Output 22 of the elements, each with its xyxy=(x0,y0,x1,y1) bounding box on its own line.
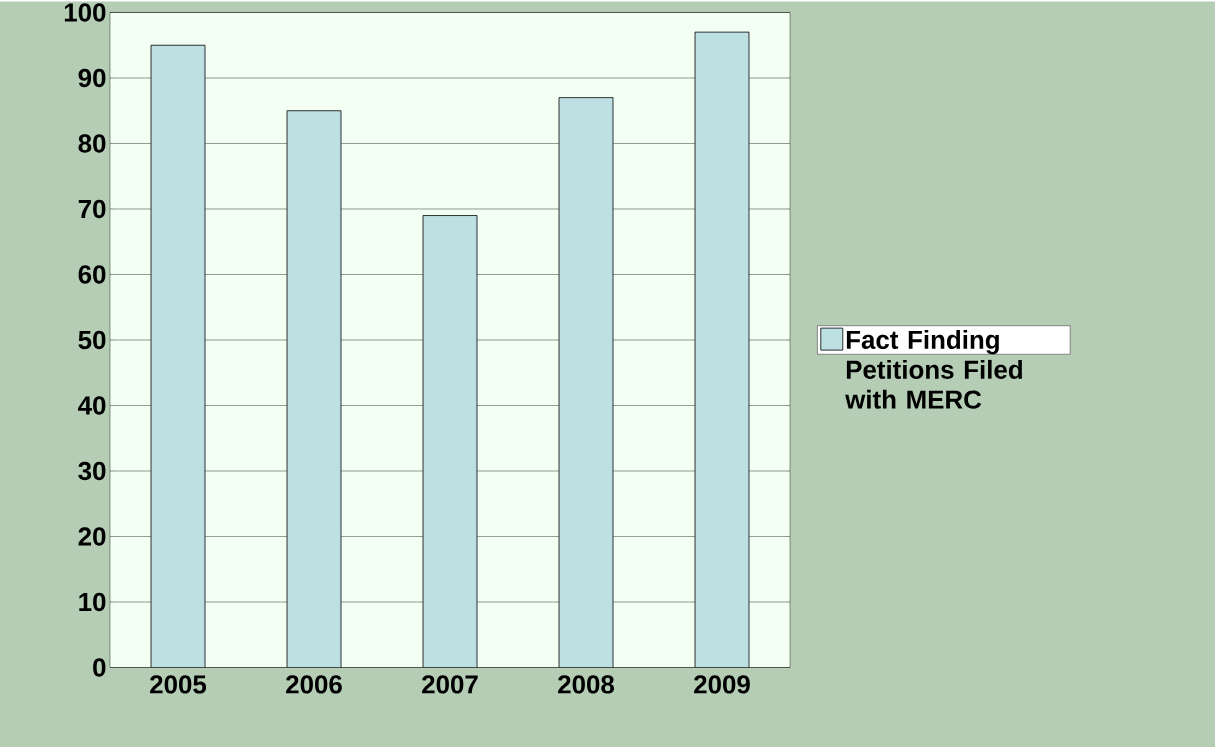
y-tick-label: 60 xyxy=(78,265,106,284)
y-tick-label: 30 xyxy=(78,461,106,480)
y-tick-label: 0 xyxy=(93,658,106,677)
bar xyxy=(694,31,750,668)
y-tick-label: 50 xyxy=(78,330,106,349)
y-tick-label: 70 xyxy=(78,199,106,218)
y-tick-label: 80 xyxy=(78,134,106,153)
x-tick-label: 2008 xyxy=(558,675,615,694)
legend-label: Fact Finding Petitions Filed with MERC xyxy=(845,329,1022,409)
bar xyxy=(422,214,478,668)
y-tick-label: 10 xyxy=(79,592,106,611)
y-tick-label: 20 xyxy=(78,527,106,546)
y-tick-label: 40 xyxy=(78,396,106,415)
bar xyxy=(150,44,206,668)
x-tick-label: 2007 xyxy=(422,675,478,694)
x-tick-label: 2009 xyxy=(694,675,750,694)
y-tick-label: 100 xyxy=(64,3,106,22)
bar xyxy=(558,97,614,668)
x-tick-label: 2005 xyxy=(150,675,207,694)
bar xyxy=(286,110,342,668)
x-tick-label: 2006 xyxy=(286,675,342,694)
y-tick-label: 90 xyxy=(78,68,106,87)
